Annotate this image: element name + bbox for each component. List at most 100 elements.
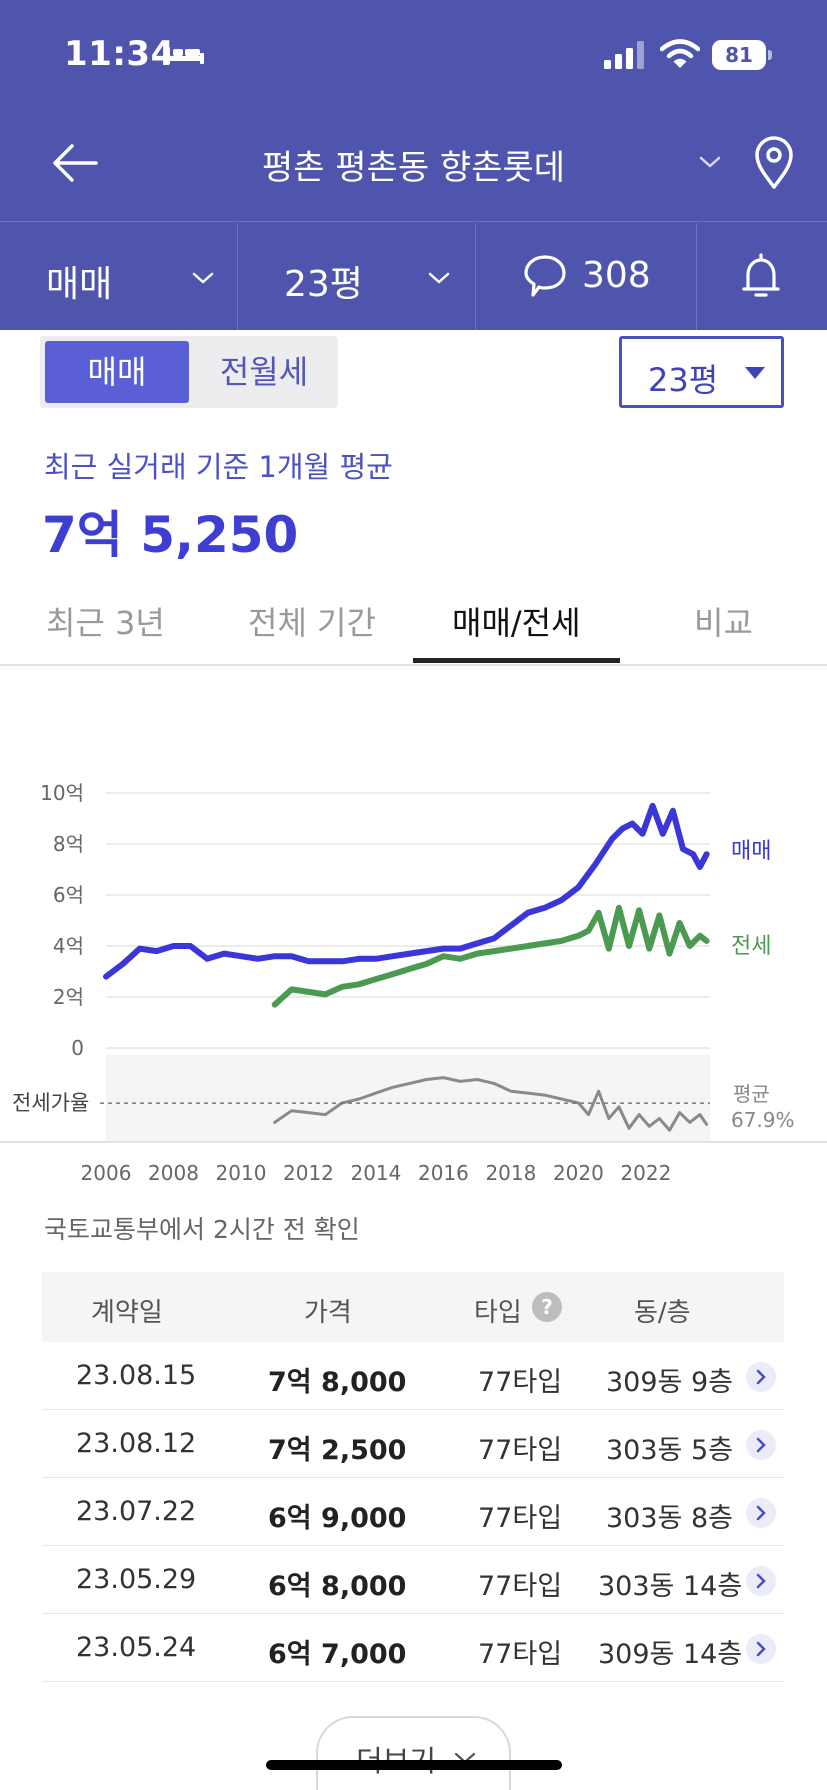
size-filter[interactable]: 23평 — [238, 223, 476, 330]
row-date: 23.07.22 — [76, 1496, 197, 1527]
header-price: 가격 — [304, 1298, 352, 1328]
row-date: 23.05.24 — [76, 1632, 197, 1663]
row-date: 23.08.12 — [76, 1428, 197, 1459]
chevron-right-icon[interactable] — [746, 1498, 776, 1528]
ratio-average-label: 평균 — [733, 1082, 770, 1106]
size-dropdown[interactable]: 23평 — [619, 336, 784, 408]
row-dong: 309동 14층 — [598, 1639, 743, 1670]
sleep-mode-icon — [166, 47, 204, 64]
status-bar: 11:34 81 — [0, 0, 827, 110]
series-label-jeonse: 전세 — [731, 934, 771, 959]
x-tick-label: 2014 — [350, 1161, 401, 1185]
chevron-down-icon[interactable] — [698, 154, 722, 170]
segment-rent[interactable]: 전월세 — [219, 353, 309, 391]
source-note: 국토교통부에서 2시간 전 확인 — [44, 1215, 360, 1244]
chevron-down-icon — [428, 272, 450, 284]
row-dong: 303동 5층 — [606, 1435, 733, 1466]
chevron-right-icon[interactable] — [746, 1430, 776, 1460]
chevron-right-icon[interactable] — [746, 1634, 776, 1664]
chart-canvas: 10억 8억 6억 4억 2억 0 2006 2008 2010 2012 2014 2016 2018… — [12, 781, 795, 1185]
table-row[interactable]: 23.08.15 7억 8,000 77타입 309동 9층 — [42, 1342, 784, 1410]
average-price: 7억 5,250 — [42, 506, 299, 564]
cellular-signal-icon — [604, 41, 644, 69]
row-dong: 309동 9층 — [606, 1367, 733, 1398]
tab-sale-jeonse[interactable]: 매매/전세 — [452, 604, 581, 642]
ratio-label: 전세가율 — [12, 1091, 89, 1115]
x-tick-label: 2006 — [81, 1161, 132, 1185]
row-type: 77타입 — [478, 1571, 563, 1602]
segment-sale[interactable]: 매매 — [45, 341, 189, 403]
deal-segment-control: 매매 전월세 — [40, 336, 338, 408]
row-price: 6억 8,000 — [268, 1571, 407, 1602]
row-date: 23.08.15 — [76, 1360, 197, 1391]
row-dong: 303동 8층 — [606, 1503, 733, 1534]
bell-icon — [742, 253, 780, 297]
price-chart[interactable]: 10억 8억 6억 4억 2억 0 2006 2008 2010 2012 2014 2016 2018… — [0, 668, 827, 1190]
series-label-sale: 매매 — [731, 839, 771, 864]
row-price: 6억 7,000 — [268, 1639, 407, 1670]
tab-all-period[interactable]: 전체 기간 — [248, 604, 376, 642]
chevron-right-icon[interactable] — [746, 1362, 776, 1392]
caret-down-icon — [745, 367, 765, 379]
status-time: 11:34 — [64, 34, 175, 74]
header-dong: 동/층 — [634, 1298, 691, 1328]
active-tab-indicator — [413, 658, 620, 663]
wifi-icon — [660, 39, 700, 68]
y-tick-label: 2억 — [53, 985, 84, 1009]
sale-price-line — [103, 802, 710, 980]
table-row[interactable]: 23.05.29 6억 8,000 77타입 303동 14층 — [42, 1546, 784, 1614]
more-button[interactable]: 더보기 — [316, 1716, 511, 1790]
y-tick-label: 0 — [71, 1036, 84, 1060]
nav-bar: 평촌 평촌동 향촌롯데 — [0, 110, 827, 222]
comment-count: 308 — [582, 255, 651, 296]
x-tick-label: 2018 — [485, 1161, 536, 1185]
help-icon[interactable]: ? — [532, 1292, 562, 1322]
home-indicator — [266, 1760, 562, 1770]
jeonse-price-line — [271, 904, 710, 1008]
y-tick-label: 4억 — [53, 934, 84, 958]
apartment-title[interactable]: 평촌 평촌동 향촌롯데 — [261, 148, 566, 188]
row-type: 77타입 — [478, 1639, 563, 1670]
row-price: 7억 8,000 — [268, 1367, 407, 1398]
location-pin-icon[interactable] — [752, 136, 796, 190]
ratio-band — [106, 1055, 710, 1143]
table-row[interactable]: 23.07.22 6억 9,000 77타입 303동 8층 — [42, 1478, 784, 1546]
x-tick-label: 2012 — [283, 1161, 334, 1185]
header-background: 11:34 81 평촌 평촌동 향촌롯데 — [0, 0, 827, 330]
y-tick-label: 10억 — [40, 781, 84, 805]
row-price: 7억 2,500 — [268, 1435, 407, 1466]
row-dong: 303동 14층 — [598, 1571, 743, 1602]
y-tick-label: 6억 — [53, 883, 84, 907]
battery-tip — [768, 50, 772, 60]
battery-icon: 81 — [712, 40, 772, 70]
table-header: 계약일 가격 타입 ? 동/층 — [42, 1272, 784, 1342]
row-type: 77타입 — [478, 1503, 563, 1534]
row-type: 77타입 — [478, 1367, 563, 1398]
size-filter-label: 23평 — [284, 264, 363, 305]
y-tick-label: 8억 — [53, 832, 84, 856]
comments-button[interactable]: 308 — [476, 223, 697, 330]
notification-button[interactable] — [697, 223, 827, 330]
filter-bar: 매매 23평 308 — [0, 223, 827, 330]
period-tabs: 최근 3년 전체 기간 매매/전세 비교 — [0, 590, 827, 666]
deal-type-filter[interactable]: 매매 — [0, 223, 238, 330]
chevron-right-icon[interactable] — [746, 1566, 776, 1596]
x-tick-label: 2016 — [418, 1161, 469, 1185]
transaction-table: 계약일 가격 타입 ? 동/층 23.08.15 7억 8,000 77타입 3… — [42, 1272, 784, 1682]
chat-bubble-icon — [524, 255, 566, 297]
x-tick-label: 2008 — [148, 1161, 199, 1185]
x-tick-label: 2022 — [620, 1161, 671, 1185]
ratio-average-value: 67.9% — [731, 1108, 795, 1132]
back-arrow-icon[interactable] — [50, 138, 100, 188]
battery-level: 81 — [712, 40, 766, 70]
tab-compare[interactable]: 비교 — [694, 604, 753, 642]
row-date: 23.05.29 — [76, 1564, 197, 1595]
row-type: 77타입 — [478, 1435, 563, 1466]
table-row[interactable]: 23.08.12 7억 2,500 77타입 303동 5층 — [42, 1410, 784, 1478]
tab-recent-3y[interactable]: 최근 3년 — [46, 604, 165, 642]
row-price: 6억 9,000 — [268, 1503, 407, 1534]
table-row[interactable]: 23.05.24 6억 7,000 77타입 309동 14층 — [42, 1614, 784, 1682]
chevron-down-icon — [192, 272, 214, 284]
size-dropdown-value: 23평 — [648, 361, 719, 399]
more-label: 더보기 — [356, 1738, 436, 1780]
